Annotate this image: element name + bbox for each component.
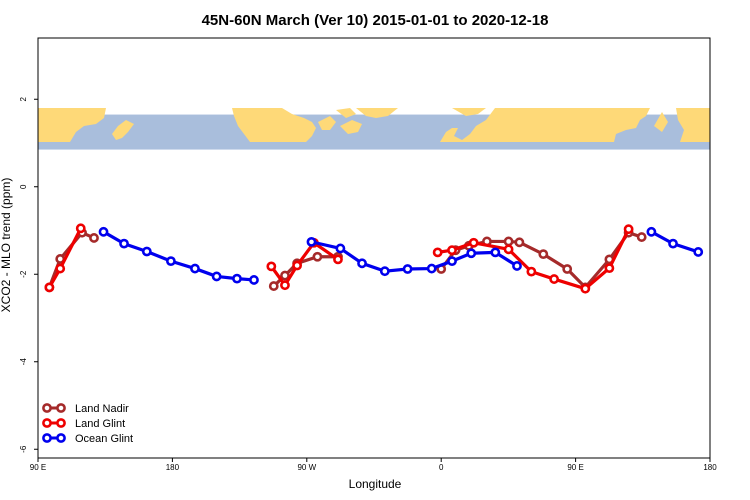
ocean-glint-point	[335, 243, 346, 254]
land-glint-line	[269, 241, 340, 287]
ocean-glint-line	[101, 230, 256, 282]
land-glint-point	[292, 260, 302, 271]
series-ocean-glint	[98, 226, 704, 285]
land-nadir-point	[89, 233, 99, 243]
land-nadir-point	[514, 237, 525, 248]
y-axis-label: XCO2 - MLO trend (ppm)	[0, 178, 13, 313]
legend-swatch-marker	[56, 433, 66, 443]
land-glint-point	[333, 254, 343, 265]
ocean-glint-point	[232, 273, 242, 284]
series-layer	[44, 223, 704, 294]
ocean-glint-point	[357, 258, 367, 269]
land-glint-point	[280, 280, 290, 291]
x-axis-label: Longitude	[349, 477, 402, 491]
x-tick-label: 90 E	[567, 463, 583, 472]
land-glint-point	[432, 247, 443, 258]
ocean-glint-point	[402, 264, 413, 274]
land-glint-point	[604, 263, 615, 274]
chart-title: 45N-60N March (Ver 10) 2015-01-01 to 202…	[202, 12, 549, 29]
ocean-glint-point	[166, 256, 176, 267]
land-nadir-point	[312, 251, 323, 262]
map-land-masses	[38, 108, 710, 142]
land-glint-point	[55, 263, 66, 274]
legend-item-ocean-glint: Ocean Glint	[42, 433, 133, 445]
ocean-glint-point	[98, 226, 109, 237]
ocean-glint-point	[512, 261, 522, 271]
legend-swatch-marker	[42, 403, 52, 413]
x-tick-label: 0	[439, 463, 444, 472]
ocean-glint-point	[447, 256, 457, 267]
land-glint-point	[468, 237, 479, 248]
x-axis: 90 E 180 90 W 0 90 E 180	[30, 458, 717, 472]
world-map-band	[38, 108, 710, 150]
x-tick-label: 90 W	[297, 463, 316, 472]
land-glint-point	[44, 282, 55, 293]
legend-item-land-glint: Land Glint	[42, 418, 125, 430]
y-axis: 2 0 -2 -4 -6	[19, 96, 38, 453]
land-nadir-point	[280, 270, 290, 281]
ocean-glint-point	[693, 247, 704, 257]
ocean-glint-point	[646, 226, 657, 237]
land-nadir-point	[562, 264, 573, 274]
legend-swatch-marker	[42, 433, 52, 443]
ocean-glint-point	[490, 247, 501, 258]
plot-frame	[37, 37, 711, 459]
ocean-glint-point	[211, 271, 222, 282]
x-tick-label: 90 E	[30, 463, 46, 472]
land-glint-point	[526, 266, 537, 277]
legend-label: Ocean Glint	[75, 433, 133, 445]
y-tick-label: -4	[19, 358, 28, 366]
land-glint-point	[623, 224, 634, 235]
land-glint-line	[436, 227, 631, 291]
land-nadir-point	[503, 236, 514, 247]
ocean-glint-point	[379, 266, 390, 277]
land-nadir-point	[268, 281, 279, 291]
ocean-glint-point	[249, 275, 259, 285]
x-tick-label: 180	[703, 463, 717, 472]
ocean-glint-point	[466, 248, 477, 259]
land-glint-point	[549, 274, 560, 284]
land-glint-point	[75, 223, 86, 234]
land-nadir-point	[538, 249, 549, 260]
land-nadir-point	[636, 232, 647, 242]
legend-item-land-nadir: Land Nadir	[42, 403, 129, 415]
land-glint-point	[266, 261, 277, 272]
land-glint-line	[47, 226, 83, 289]
y-tick-label: 0	[19, 184, 28, 189]
y-tick-label: -6	[19, 445, 28, 453]
legend-swatch-marker	[42, 418, 52, 428]
ocean-glint-point	[426, 263, 437, 274]
ocean-glint-point	[119, 238, 129, 249]
legend-swatch-marker	[56, 418, 66, 428]
legend-label: Land Nadir	[75, 403, 129, 415]
ocean-glint-point	[668, 238, 678, 249]
land-glint-point	[503, 244, 514, 255]
y-tick-label: -2	[19, 270, 28, 278]
ocean-glint-point	[306, 236, 317, 247]
x-tick-label: 180	[166, 463, 180, 472]
ocean-glint-point	[141, 246, 152, 257]
legend: Land Nadir Land Glint Ocean Glint	[42, 403, 133, 445]
legend-swatch-marker	[56, 403, 66, 413]
ocean-glint-point	[190, 263, 200, 274]
land-glint-point	[580, 283, 591, 294]
land-glint-point	[447, 245, 457, 256]
y-tick-label: 2	[19, 96, 28, 101]
ocean-glint-line	[309, 240, 519, 273]
legend-label: Land Glint	[75, 418, 125, 430]
